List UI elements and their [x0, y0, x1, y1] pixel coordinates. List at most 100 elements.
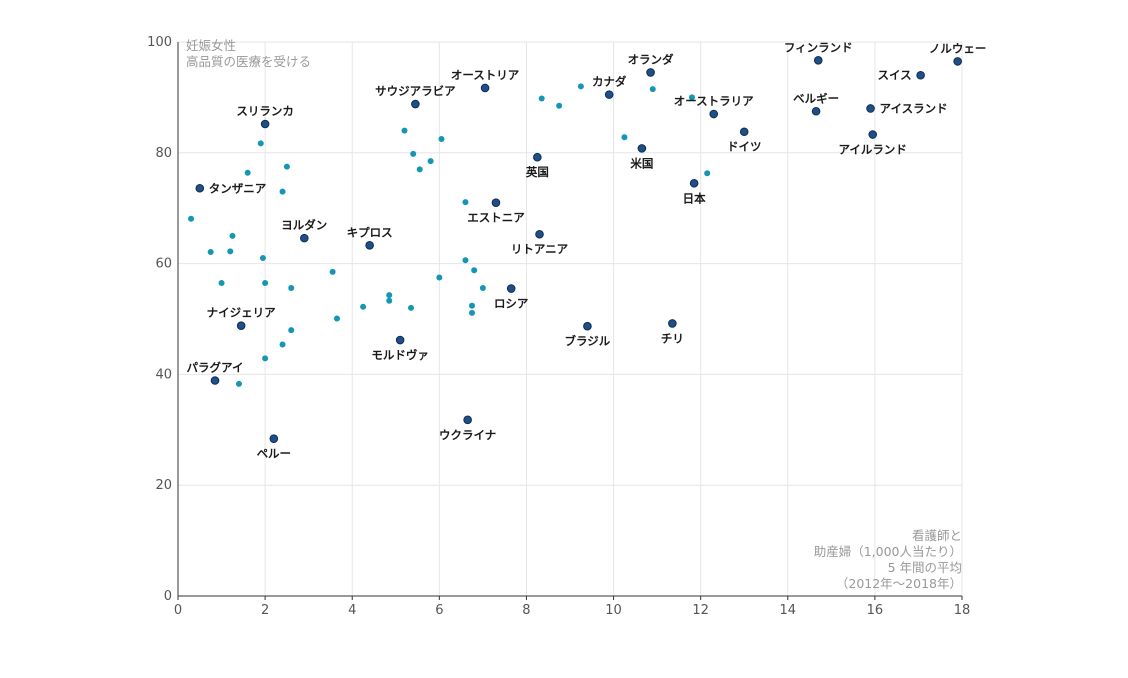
axes: 0 20 40 60 80 100 0 2 4 6 8 10 12 14 16 18 [147, 35, 970, 618]
point-label: 米国 [629, 156, 653, 170]
data-point-labeled [916, 70, 925, 80]
data-point-unlabeled [329, 268, 336, 275]
point-label: パラグアイ [187, 360, 244, 374]
data-point-unlabeled [257, 140, 264, 147]
data-point-unlabeled [279, 341, 286, 348]
y-tick-label: 40 [155, 367, 172, 382]
data-point-unlabeled [218, 279, 225, 286]
data-point-labeled [463, 415, 472, 425]
data-point-unlabeled [479, 284, 486, 291]
data-point-labeled [506, 284, 516, 293]
data-point-unlabeled [427, 158, 434, 165]
point-label: チリ [661, 331, 684, 345]
data-point-labeled [411, 99, 420, 109]
data-point-unlabeled [704, 170, 711, 177]
data-point-unlabeled [227, 248, 234, 255]
x-tick-label: 10 [605, 603, 622, 618]
data-point-labeled [260, 119, 270, 129]
data-point-unlabeled [688, 94, 695, 101]
point-label: ナイジェリア [207, 306, 276, 320]
data-point-unlabeled [577, 83, 584, 90]
data-point-unlabeled [360, 303, 367, 310]
data-point-labeled [811, 106, 821, 116]
data-point-unlabeled [410, 150, 417, 157]
point-label: オランダ [628, 52, 674, 66]
data-point-unlabeled [538, 95, 545, 102]
point-label: オーストリア [451, 68, 520, 82]
data-point-unlabeled [235, 380, 242, 387]
data-point-labeled [365, 241, 374, 250]
point-label: サウジアラビア [375, 84, 456, 98]
data-point-labeled [739, 127, 749, 137]
x-tick-label: 18 [954, 603, 971, 618]
data-point-labeled [866, 104, 875, 113]
data-point-labeled [533, 152, 542, 162]
data-point-unlabeled [207, 248, 214, 255]
point-label: キプロス [347, 225, 393, 239]
x-tick-label: 14 [780, 603, 797, 618]
data-point-unlabeled [259, 255, 266, 262]
data-point-unlabeled [244, 169, 251, 176]
data-point-labeled [583, 321, 592, 331]
data-point-unlabeled [386, 292, 393, 299]
data-point-unlabeled [333, 315, 340, 322]
y-tick-label: 80 [155, 146, 172, 161]
gridlines [178, 41, 963, 596]
data-point-labeled [813, 55, 823, 65]
data-point-unlabeled [262, 355, 269, 362]
data-point-unlabeled [283, 163, 290, 170]
x-tick-label: 4 [348, 603, 356, 618]
data-point-unlabeled [438, 135, 445, 142]
point-label: タンザニア [209, 181, 267, 195]
data-point-labeled [195, 183, 205, 193]
data-point-labeled [709, 109, 719, 119]
data-point-unlabeled [469, 302, 475, 309]
point-label: スイス [877, 68, 911, 82]
point-label: ロシア [494, 297, 529, 311]
data-point-unlabeled [556, 102, 563, 109]
data-point-unlabeled [188, 215, 195, 222]
point-label: ペルー [257, 447, 292, 461]
point-label: モルドヴァ [371, 348, 429, 362]
data-point-labeled [604, 90, 614, 99]
data-point-unlabeled [436, 274, 443, 281]
data-point-unlabeled [229, 232, 236, 239]
data-point-unlabeled [386, 297, 393, 304]
y-tick-label: 0 [164, 589, 172, 604]
point-label: 英国 [525, 165, 549, 179]
data-point-labeled [210, 376, 220, 385]
point-label: アイスランド [880, 101, 948, 115]
y-axis-title-line: 高品質の医療を受ける [186, 54, 311, 69]
point-label: フィンランド [784, 40, 853, 54]
data-points [188, 55, 962, 443]
data-point-unlabeled [288, 284, 295, 291]
data-point-labeled [637, 144, 647, 153]
data-point-unlabeled [401, 127, 408, 134]
data-point-unlabeled [262, 279, 269, 286]
point-label: ヨルダン [281, 218, 327, 232]
x-tick-label: 2 [261, 603, 269, 618]
point-label: リトアニア [511, 242, 569, 256]
data-point-labeled [300, 233, 309, 243]
x-axis-title-line: 5 年間の平均 [888, 560, 962, 575]
data-point-unlabeled [416, 166, 423, 173]
data-point-labeled [668, 319, 677, 328]
data-point-labeled [689, 178, 699, 188]
data-point-labeled [646, 68, 655, 77]
data-point-labeled [269, 434, 279, 443]
x-tick-label: 12 [692, 603, 709, 618]
x-tick-label: 8 [522, 603, 530, 618]
data-point-labeled [395, 335, 405, 345]
point-label: スリランカ [236, 104, 294, 118]
point-label: ウクライナ [439, 428, 496, 442]
data-point-labeled [868, 130, 878, 139]
data-point-unlabeled [649, 86, 656, 93]
point-label: エストニア [467, 211, 525, 225]
x-axis-title-line: （2012年〜2018年） [836, 576, 962, 591]
data-point-unlabeled [469, 309, 475, 316]
data-point-labeled [480, 83, 490, 93]
